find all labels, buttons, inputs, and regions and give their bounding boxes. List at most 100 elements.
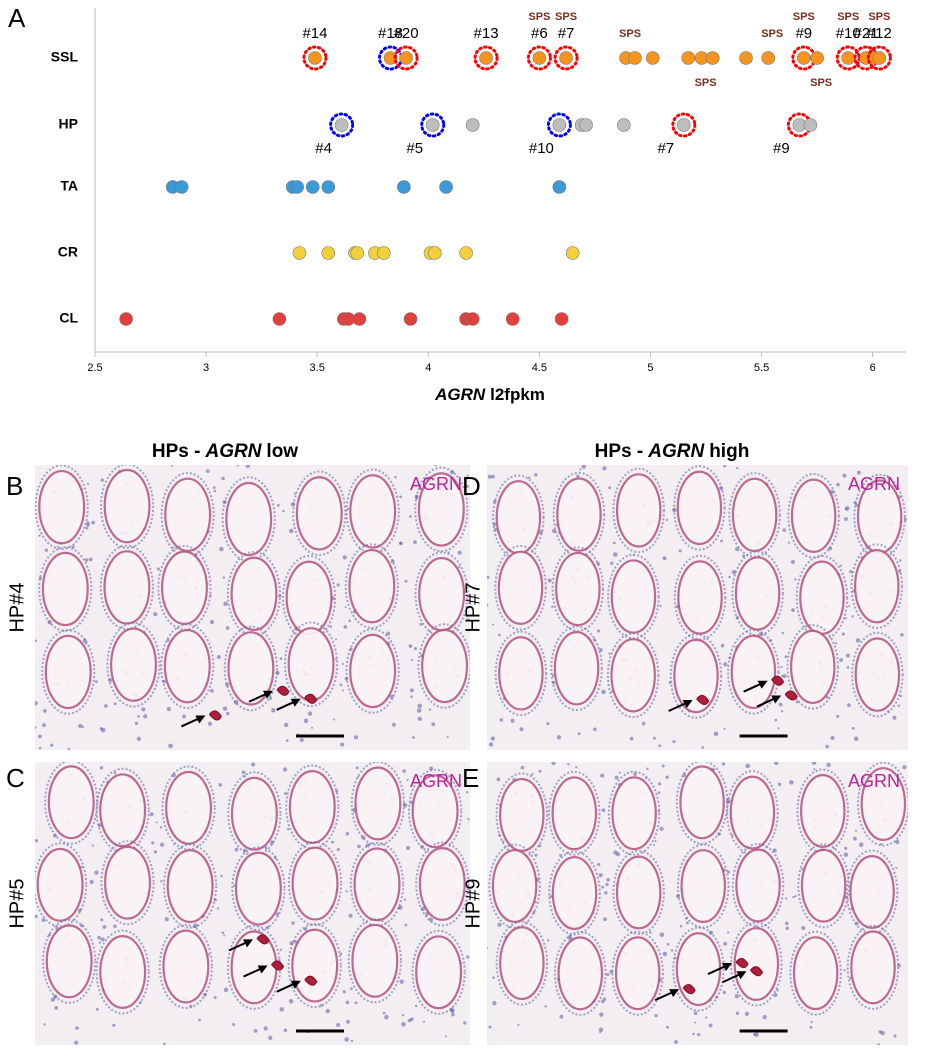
crypt-rim — [612, 467, 665, 554]
nucleus — [222, 576, 226, 579]
crypt — [225, 481, 273, 557]
nucleus — [826, 762, 831, 768]
nucleus — [762, 1014, 767, 1020]
nucleus — [612, 541, 616, 545]
nucleus — [339, 683, 343, 687]
crypt — [41, 551, 89, 627]
nucleus — [721, 762, 726, 766]
y-category-label: HP — [59, 116, 78, 132]
crypt — [614, 936, 661, 1011]
nucleus — [723, 727, 726, 731]
crypt-rim — [612, 849, 665, 935]
nucleus — [657, 791, 661, 794]
crypt-rim — [283, 621, 339, 708]
arrow-head — [262, 690, 273, 699]
nucleus — [94, 680, 98, 684]
crypt — [673, 638, 719, 714]
y-category-label: TA — [60, 178, 78, 194]
crypt — [734, 556, 781, 631]
header-text: HPs - — [152, 441, 201, 462]
nucleus — [344, 605, 347, 609]
nucleus — [404, 923, 408, 927]
crypt-rim — [158, 923, 213, 1010]
nucleus — [416, 708, 422, 713]
data-point — [739, 51, 753, 65]
nucleus — [113, 924, 117, 928]
nucleus — [467, 618, 470, 621]
nucleus — [646, 767, 649, 771]
nucleus — [394, 475, 397, 479]
vessel — [750, 966, 764, 977]
nucleus — [467, 817, 470, 821]
crypt — [166, 849, 214, 924]
crypt — [36, 847, 84, 922]
data-point — [352, 312, 367, 326]
nucleus — [678, 549, 682, 553]
nucleus — [601, 808, 606, 813]
crypt — [165, 770, 213, 845]
nucleus — [600, 999, 605, 1004]
nucleus — [342, 990, 346, 994]
crypt — [288, 770, 336, 844]
nucleus — [694, 1021, 697, 1024]
data-point — [552, 118, 567, 132]
crypt — [45, 924, 93, 999]
crypt-rim — [160, 623, 215, 709]
nucleus — [510, 718, 515, 723]
nucleus — [520, 766, 525, 770]
nucleus — [213, 489, 217, 493]
nucleus — [50, 997, 55, 1002]
nucleus — [198, 1018, 201, 1022]
highlight-ring — [553, 45, 579, 71]
nucleus — [399, 979, 404, 984]
data-point — [617, 118, 631, 132]
nucleus — [355, 766, 359, 770]
panel-sample-label: HP#7 — [462, 582, 484, 632]
vessel — [696, 694, 710, 705]
crypt-rim — [786, 624, 840, 710]
panel-header: HPs - AGRN low — [152, 441, 298, 462]
nucleus — [851, 726, 855, 730]
nucleus — [848, 605, 851, 608]
nucleus — [777, 782, 782, 787]
nucleus — [346, 1019, 350, 1024]
nucleus — [491, 474, 495, 479]
nucleus — [307, 711, 313, 716]
crypt — [850, 930, 896, 1005]
crypt — [348, 548, 396, 624]
nucleus — [399, 495, 403, 499]
crypt-rim — [494, 630, 548, 717]
nucleus — [104, 704, 108, 708]
crypt — [349, 474, 397, 549]
nucleus — [86, 482, 90, 486]
crypt-rim — [797, 843, 850, 929]
nucleus — [463, 1021, 467, 1025]
nucleus — [91, 844, 94, 847]
crypt — [418, 847, 466, 921]
nucleus — [41, 723, 46, 728]
nucleus — [431, 722, 436, 727]
crypt-rim — [95, 929, 150, 1015]
nucleus — [419, 622, 423, 626]
data-point — [554, 312, 569, 326]
nucleus — [608, 486, 611, 490]
arrow-head — [243, 939, 254, 948]
arrow-head — [290, 698, 301, 707]
highlight-ring — [393, 45, 419, 71]
point-label: #10 — [836, 25, 861, 42]
nucleus — [99, 765, 104, 770]
crypt — [557, 936, 604, 1011]
nucleus — [100, 727, 106, 733]
nucleus — [42, 709, 47, 713]
nucleus — [348, 619, 351, 623]
crypt — [411, 774, 459, 849]
nucleus — [519, 727, 524, 732]
nucleus — [488, 1025, 492, 1029]
nucleus — [693, 1011, 698, 1016]
nucleus — [38, 534, 41, 537]
point-note: SPS — [810, 77, 832, 89]
nucleus — [559, 1014, 564, 1019]
nucleus — [728, 575, 731, 579]
arrow-head — [771, 695, 782, 704]
